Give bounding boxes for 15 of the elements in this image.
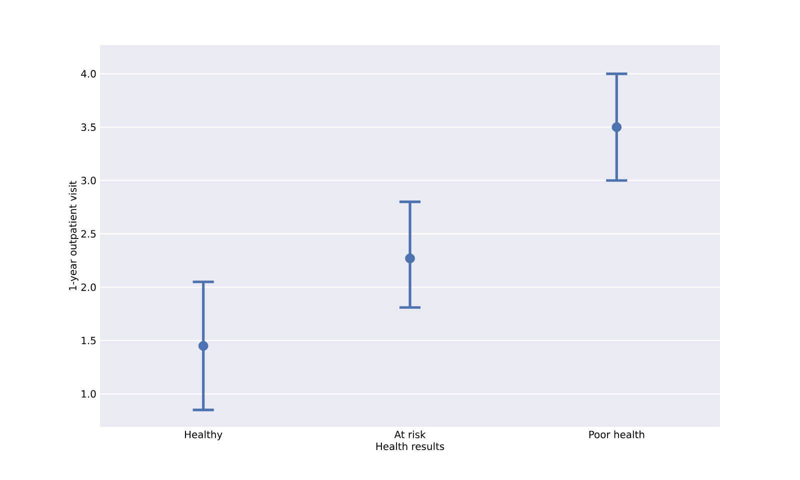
x-tick-label: Poor health [589,430,644,438]
y-tick-label: 4.0 [81,70,96,78]
y-tick-label: 3.0 [81,176,96,184]
y-tick-label: 2.0 [81,283,96,291]
point [198,340,208,351]
point [612,122,622,132]
point [405,253,415,264]
x-tick-label: Healthy [185,430,222,440]
y-axis-title: 1-year outpatient visit [68,180,78,290]
y-tick-label: 1.5 [82,336,96,344]
y-tick-label: 1.0 [82,390,96,398]
x-tick-label: At risk [394,430,426,438]
y-tick-label: 3.5 [81,123,96,131]
x-axis-title: Health results [376,442,444,450]
y-tick-label: 2.5 [81,230,96,238]
